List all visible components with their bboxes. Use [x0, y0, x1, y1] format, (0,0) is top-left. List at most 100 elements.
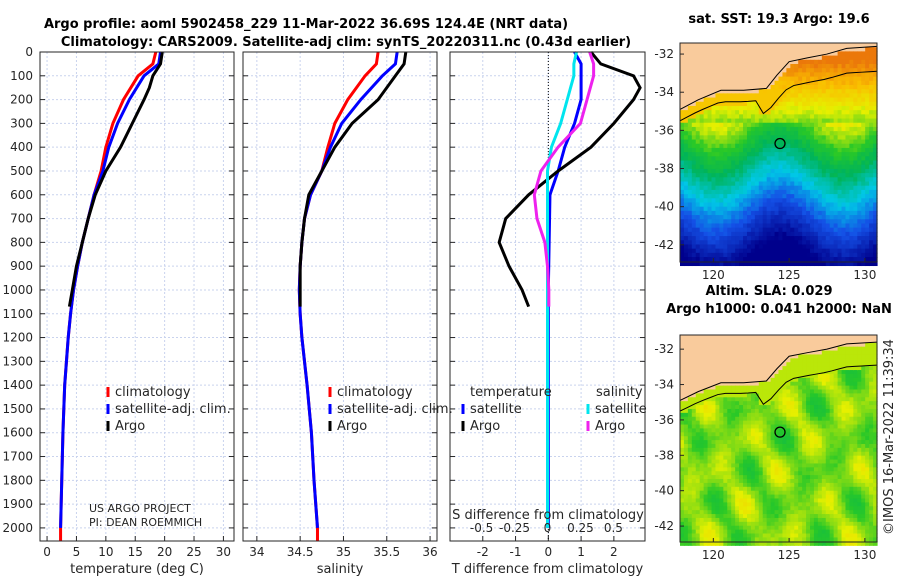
sst-cell: [739, 147, 744, 153]
sst-cell: [786, 93, 791, 99]
sst-cell: [829, 131, 835, 136]
sst-cell: [731, 231, 736, 237]
sla-cell: [782, 436, 787, 441]
sst-cell: [699, 198, 705, 204]
sla-cell: [861, 385, 866, 391]
sst-cell: [754, 206, 760, 212]
sst-cell: [821, 177, 827, 183]
sla-cell: [750, 486, 756, 492]
sla-cell: [711, 416, 717, 422]
sst-cell: [825, 72, 831, 78]
sst-cell: [778, 223, 784, 229]
sla-cell: [798, 358, 803, 363]
sst-cell: [810, 89, 815, 94]
sst-cell: [825, 215, 831, 220]
sla-cell: [778, 514, 784, 519]
sla-cell: [778, 451, 784, 457]
sst-cell: [861, 164, 866, 170]
sst-cell: [727, 210, 732, 216]
sla-cell: [817, 517, 823, 523]
sla-cell: [802, 362, 807, 367]
sla-cell: [849, 451, 854, 457]
sla-cell: [774, 475, 780, 480]
sla-cell: [857, 393, 862, 398]
sst-cell: [695, 122, 701, 128]
sst-cell: [857, 261, 862, 267]
sla-cell: [731, 412, 736, 418]
sla-cell: [735, 467, 740, 472]
sla-cell: [869, 412, 874, 418]
sst-cell: [857, 156, 862, 162]
sla-cell: [762, 537, 768, 542]
sla-cell: [711, 389, 717, 395]
sst-cell: [691, 168, 697, 174]
series-line-argo: [298, 51, 408, 307]
sst-cell: [865, 47, 870, 52]
sla-cell: [845, 475, 851, 480]
sla-cell: [731, 479, 736, 484]
sst-cell: [680, 202, 685, 208]
sst-cell: [746, 181, 752, 187]
sla-cell: [810, 510, 815, 515]
sst-cell: [865, 181, 870, 187]
sst-cell: [770, 168, 776, 174]
sst-cell: [829, 177, 835, 183]
sla-cell: [735, 517, 740, 523]
sst-cell: [739, 189, 744, 195]
sla-cell: [841, 358, 847, 363]
sst-cell: [731, 206, 736, 212]
sst-cell: [810, 131, 815, 136]
sst-cell: [833, 55, 839, 61]
sst-cell: [778, 261, 784, 267]
sst-cell: [861, 168, 866, 174]
sst-cell: [794, 223, 799, 229]
sst-cell: [786, 185, 791, 191]
sst-cell: [810, 252, 815, 258]
sla-cell: [750, 440, 756, 445]
sla-cell: [719, 479, 724, 484]
sla-cell: [770, 494, 776, 500]
sla-cell: [825, 385, 831, 391]
sla-cell: [837, 521, 843, 527]
sla-cell: [853, 537, 858, 542]
sst-cell: [735, 164, 740, 170]
sst-cell: [817, 244, 823, 250]
sst-cell: [817, 156, 823, 162]
sla-cell: [865, 529, 870, 535]
sst-cell: [810, 168, 815, 174]
sla-cell: [731, 502, 736, 507]
sst-cell: [691, 122, 697, 128]
sst-cell: [825, 122, 831, 128]
sst-cell: [873, 185, 878, 191]
sst-cell: [691, 236, 697, 241]
sla-cell: [758, 533, 764, 539]
sst-cell: [837, 139, 843, 145]
sst-cell: [857, 93, 862, 99]
sla-cell: [865, 502, 870, 507]
sla-cell: [723, 408, 728, 414]
sla-cell: [841, 517, 847, 523]
sla-cell: [829, 354, 835, 360]
sla-cell: [873, 490, 878, 496]
sst-cell: [758, 236, 764, 241]
sla-cell: [861, 521, 866, 527]
sla-cell: [778, 529, 784, 535]
sst-cell: [798, 68, 803, 73]
sst-cell: [790, 244, 795, 250]
sla-cell: [786, 494, 791, 500]
sla-cell: [766, 529, 772, 535]
sla-cell: [735, 397, 740, 402]
sla-cell: [810, 416, 815, 422]
sla-cell: [857, 436, 862, 441]
sla-cell: [865, 463, 870, 469]
sst-cell: [817, 131, 823, 136]
sla-cell: [715, 521, 720, 527]
sst-cell: [750, 231, 756, 237]
sla-cell: [695, 467, 701, 472]
sla-cell: [813, 525, 819, 531]
sst-cell: [695, 177, 701, 183]
sla-cell: [829, 366, 835, 371]
sst-cell: [861, 93, 866, 99]
sla-cell: [786, 436, 791, 441]
